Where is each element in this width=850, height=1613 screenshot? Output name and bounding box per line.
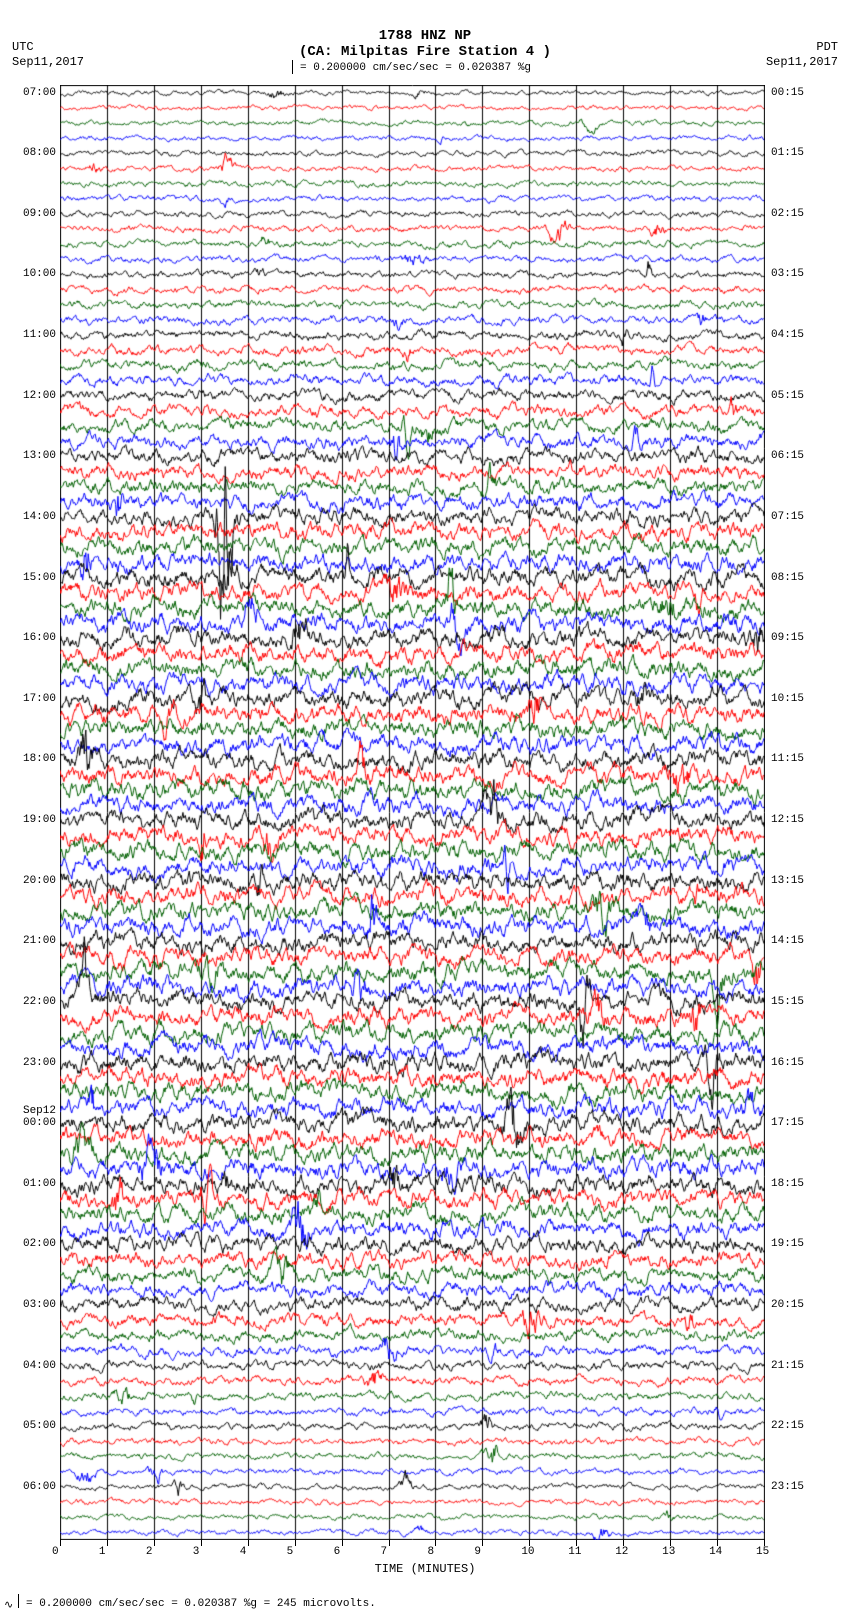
right-time-label: 18:15 (771, 1178, 804, 1190)
footer-text: = 0.200000 cm/sec/sec = 0.020387 %g = 24… (26, 1598, 376, 1610)
left-time-label: 23:00 (23, 1057, 56, 1069)
right-time-label: 15:15 (771, 996, 804, 1008)
scale-text: = 0.200000 cm/sec/sec = 0.020387 %g (300, 62, 531, 74)
left-time-label: 08:00 (23, 147, 56, 159)
x-tick-label: 14 (709, 1546, 722, 1558)
right-time-label: 00:15 (771, 87, 804, 99)
left-time-label: 15:00 (23, 572, 56, 584)
left-time-label: 09:00 (23, 208, 56, 220)
left-time-label: 17:00 (23, 693, 56, 705)
left-time-label: 20:00 (23, 875, 56, 887)
right-time-label: 03:15 (771, 268, 804, 280)
x-tick (154, 1540, 155, 1546)
location-title: (CA: Milpitas Fire Station 4 ) (0, 44, 850, 60)
left-time-label: 04:00 (23, 1360, 56, 1372)
x-axis-label: TIME (MINUTES) (0, 1562, 850, 1576)
x-tick (389, 1540, 390, 1546)
right-time-label: 14:15 (771, 935, 804, 947)
right-time-label: 05:15 (771, 390, 804, 402)
x-tick-label: 8 (427, 1546, 434, 1558)
x-tick-label: 10 (521, 1546, 534, 1558)
x-tick-label: 2 (146, 1546, 153, 1558)
right-time-label: 07:15 (771, 511, 804, 523)
right-time-label: 19:15 (771, 1238, 804, 1250)
left-time-label: 11:00 (23, 329, 56, 341)
left-time-label: 16:00 (23, 632, 56, 644)
left-time-label: 12:00 (23, 390, 56, 402)
helicorder-plot (60, 85, 765, 1540)
x-tick-label: 13 (662, 1546, 675, 1558)
right-time-label: 12:15 (771, 814, 804, 826)
left-time-label: 00:00 (23, 1117, 56, 1129)
left-time-label: 07:00 (23, 87, 56, 99)
right-time-label: 10:15 (771, 693, 804, 705)
right-time-label: 16:15 (771, 1057, 804, 1069)
left-time-label: 13:00 (23, 450, 56, 462)
x-tick-label: 5 (287, 1546, 294, 1558)
right-time-label: 09:15 (771, 632, 804, 644)
left-time-label: 21:00 (23, 935, 56, 947)
x-tick-label: 4 (240, 1546, 247, 1558)
right-time-label: 22:15 (771, 1420, 804, 1432)
x-tick-label: 15 (756, 1546, 769, 1558)
x-tick (435, 1540, 436, 1546)
left-time-label: 02:00 (23, 1238, 56, 1250)
left-time-label: 19:00 (23, 814, 56, 826)
x-tick (248, 1540, 249, 1546)
right-time-label: 17:15 (771, 1117, 804, 1129)
x-tick (295, 1540, 296, 1546)
left-time-label: 03:00 (23, 1299, 56, 1311)
left-time-label: Sep12 (23, 1105, 56, 1117)
footer-scale-bar-icon (18, 1594, 19, 1608)
x-tick-label: 12 (615, 1546, 628, 1558)
right-time-label: 04:15 (771, 329, 804, 341)
station-title: 1788 HNZ NP (0, 28, 850, 44)
x-tick-label: 1 (99, 1546, 106, 1558)
x-tick-label: 11 (568, 1546, 581, 1558)
seismogram-container: UTC Sep11,2017 PDT Sep11,2017 1788 HNZ N… (0, 0, 850, 1613)
left-time-label: 06:00 (23, 1481, 56, 1493)
right-time-label: 01:15 (771, 147, 804, 159)
x-tick (107, 1540, 108, 1546)
right-time-label: 02:15 (771, 208, 804, 220)
left-time-label: 22:00 (23, 996, 56, 1008)
right-time-label: 06:15 (771, 450, 804, 462)
left-time-label: 18:00 (23, 753, 56, 765)
right-time-label: 20:15 (771, 1299, 804, 1311)
scale-bar-icon (292, 60, 293, 74)
x-tick (60, 1540, 61, 1546)
x-tick-label: 0 (52, 1546, 59, 1558)
right-time-label: 08:15 (771, 572, 804, 584)
x-tick-label: 7 (381, 1546, 388, 1558)
left-time-label: 05:00 (23, 1420, 56, 1432)
x-tick (342, 1540, 343, 1546)
left-time-label: 10:00 (23, 268, 56, 280)
right-time-label: 23:15 (771, 1481, 804, 1493)
x-tick (201, 1540, 202, 1546)
footer-wave-icon: ∿ (4, 1598, 13, 1612)
x-tick-label: 9 (474, 1546, 481, 1558)
right-time-label: 11:15 (771, 753, 804, 765)
left-time-label: 01:00 (23, 1178, 56, 1190)
x-tick-label: 3 (193, 1546, 200, 1558)
right-time-label: 21:15 (771, 1360, 804, 1372)
right-time-label: 13:15 (771, 875, 804, 887)
x-tick-label: 6 (334, 1546, 341, 1558)
left-time-label: 14:00 (23, 511, 56, 523)
x-tick (482, 1540, 483, 1546)
